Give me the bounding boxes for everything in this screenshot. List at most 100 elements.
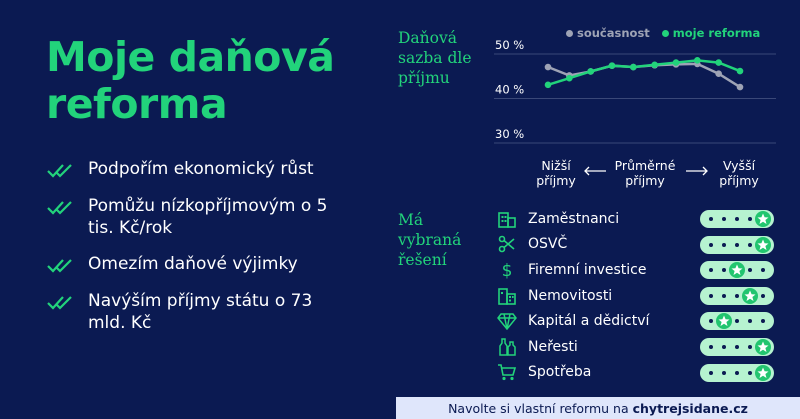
- svg-text:$: $: [502, 261, 513, 279]
- data-point: [651, 61, 658, 69]
- slider-step-dot: [735, 293, 739, 298]
- benefit-item: Omezím daňové výjimky: [46, 253, 366, 276]
- scissors-icon: [496, 234, 518, 254]
- benefit-text: Omezím daňové výjimky: [88, 254, 298, 274]
- option-row[interactable]: Spotřeba: [496, 360, 778, 386]
- slider-step-dot: [709, 293, 713, 298]
- slider-star-knob[interactable]: [755, 338, 771, 355]
- data-point: [608, 62, 616, 69]
- benefit-item: Podpořím ekonomický růst: [46, 158, 366, 181]
- data-point: [694, 60, 701, 68]
- slider-star-knob[interactable]: [742, 287, 758, 304]
- footer-link[interactable]: chytrejsidane.cz: [632, 400, 748, 416]
- slider-step-dot: [709, 268, 713, 273]
- chart-label: Daňová sazba dle příjmu: [398, 29, 472, 87]
- slider-star-knob[interactable]: [729, 262, 745, 279]
- legend-mine: moje reforma: [672, 26, 761, 40]
- option-slider[interactable]: [700, 261, 774, 280]
- slider-step-dot: [748, 217, 752, 221]
- slider-step-dot: [735, 370, 739, 375]
- slider-step-dot: [748, 268, 752, 273]
- slider-star-knob[interactable]: [716, 313, 732, 330]
- option-label: OSVČ: [528, 236, 568, 253]
- slider-step-dot: [709, 217, 713, 221]
- axis-low: Nižší příjmy: [536, 158, 576, 188]
- slider-step-dot: [748, 344, 752, 349]
- data-point: [630, 63, 637, 71]
- data-point: [715, 70, 722, 77]
- footer-text: Navolte si vlastní reformu na: [448, 400, 629, 416]
- legend-dot-current: [566, 29, 573, 37]
- y-tick-label: 30 %: [495, 127, 524, 141]
- slider-step-dot: [761, 319, 765, 324]
- series-line-current: [547, 62, 741, 89]
- data-point: [587, 68, 594, 75]
- axis-mid: Průměrné příjmy: [614, 158, 676, 188]
- data-point: [587, 68, 594, 75]
- data-point: [672, 59, 680, 66]
- option-row[interactable]: Kapitál a dědictví: [496, 308, 778, 334]
- option-row[interactable]: Nemovitosti: [496, 283, 778, 309]
- slider-step-dot: [748, 370, 752, 375]
- double-check-icon: [47, 164, 72, 178]
- arrow-right-icon: [686, 166, 708, 176]
- benefit-text: Pomůžu nízkopříjmovým o 5 tis. Kč/rok: [88, 196, 328, 238]
- data-point: [651, 61, 658, 69]
- y-tick-label: 40 %: [495, 83, 524, 97]
- slider-star-knob[interactable]: [755, 364, 771, 381]
- slider-step-dot: [722, 242, 726, 247]
- slider-step-dot: [735, 319, 739, 324]
- option-slider[interactable]: [700, 337, 774, 356]
- slider-step-dot: [748, 319, 752, 324]
- slider-step-dot: [709, 370, 713, 375]
- options-list: Zaměstnanci OSVČ $ Firemní investice Nem…: [496, 206, 778, 385]
- data-point: [566, 74, 573, 82]
- data-point: [715, 59, 722, 66]
- slider-step-dot: [735, 344, 739, 349]
- data-point: [544, 81, 552, 89]
- legend-current: současnost: [577, 26, 650, 40]
- benefit-item: Pomůžu nízkopříjmovým o 5 tis. Kč/rok: [46, 195, 366, 239]
- double-check-icon: [47, 296, 72, 310]
- benefit-item: Navýším příjmy státu o 73 mld. Kč: [46, 290, 366, 334]
- data-point: [694, 57, 701, 64]
- income-axis: Nižší příjmy Průměrné příjmy Vyšší příjm…: [520, 158, 770, 190]
- option-slider[interactable]: [700, 210, 774, 228]
- benefit-text: Navýším příjmy státu o 73 mld. Kč: [88, 291, 313, 333]
- option-row[interactable]: OSVČ: [496, 232, 778, 258]
- benefit-text: Podpořím ekonomický růst: [88, 159, 314, 179]
- property-icon: [496, 286, 518, 306]
- slider-step-dot: [709, 319, 713, 324]
- data-point: [608, 62, 616, 69]
- legend: současnost moje reforma: [566, 26, 760, 40]
- slider-step-dot: [735, 217, 739, 221]
- data-point: [630, 63, 637, 71]
- option-slider[interactable]: [700, 363, 774, 382]
- option-row[interactable]: $ Firemní investice: [496, 257, 778, 283]
- data-point: [736, 83, 744, 91]
- arrow-left-icon: [584, 166, 606, 176]
- benefits-list: Podpořím ekonomický růst Pomůžu nízkopří…: [46, 158, 366, 348]
- diamond-icon: [496, 311, 518, 331]
- slider-step-dot: [761, 293, 765, 298]
- slider-star-knob[interactable]: [755, 211, 771, 227]
- option-row[interactable]: Neřesti: [496, 334, 778, 360]
- option-slider[interactable]: [700, 286, 774, 305]
- option-slider[interactable]: [700, 312, 774, 331]
- slider-star-knob[interactable]: [755, 236, 771, 253]
- slider-step-dot: [709, 242, 713, 247]
- slider-step-dot: [722, 293, 726, 298]
- option-row[interactable]: Zaměstnanci: [496, 206, 778, 232]
- slider-step-dot: [722, 268, 726, 273]
- option-slider[interactable]: [700, 235, 774, 254]
- data-point: [544, 63, 552, 71]
- option-label: Kapitál a dědictví: [528, 313, 650, 330]
- options-label: Má vybraná řešení: [398, 211, 462, 269]
- double-check-icon: [47, 201, 72, 215]
- building-icon: [496, 209, 518, 229]
- page-title: Moje daňová reforma: [46, 33, 335, 128]
- footer-banner[interactable]: Navolte si vlastní reformu na chytrejsid…: [396, 397, 800, 419]
- data-point: [736, 67, 744, 75]
- axis-high: Vyšší příjmy: [719, 158, 759, 188]
- slider-step-dot: [709, 344, 713, 349]
